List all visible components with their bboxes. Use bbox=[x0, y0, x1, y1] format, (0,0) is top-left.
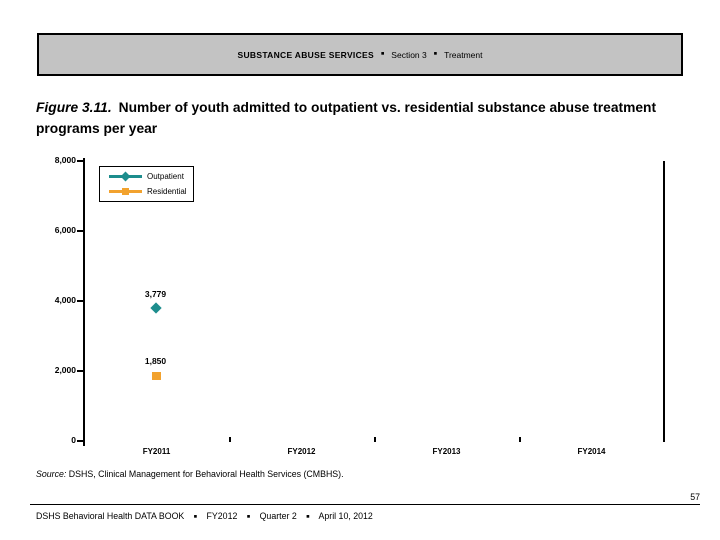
page-number: 57 bbox=[690, 492, 700, 502]
legend-diamond-icon bbox=[120, 171, 131, 182]
y-tick bbox=[77, 230, 83, 232]
legend-label: Residential bbox=[147, 187, 187, 196]
page-footer: DSHS Behavioral Health DATA BOOK ■ FY201… bbox=[36, 511, 373, 521]
y-tick-label: 4,000 bbox=[54, 295, 76, 305]
figure-title-text: Number of youth admitted to outpatient v… bbox=[36, 100, 657, 136]
bullet-icon: ■ bbox=[246, 514, 251, 520]
legend-item: Residential bbox=[109, 184, 193, 199]
y-axis-line bbox=[83, 158, 85, 446]
x-tick bbox=[229, 437, 231, 442]
data-point-label: 1,850 bbox=[144, 356, 167, 367]
x-axis-label: FY2014 bbox=[577, 447, 606, 456]
header-title: SUBSTANCE ABUSE SERVICES bbox=[237, 49, 374, 60]
bullet-icon: ■ bbox=[433, 50, 438, 57]
footer-book-title: DSHS Behavioral Health DATA BOOK bbox=[36, 511, 185, 521]
figure-number: Figure 3.11. bbox=[36, 100, 112, 115]
footer-fiscal-year: FY2012 bbox=[206, 511, 238, 521]
footer-date: April 10, 2012 bbox=[318, 511, 373, 521]
y-tick bbox=[77, 160, 83, 162]
y-tick-label: 2,000 bbox=[54, 365, 76, 375]
x-axis-label: FY2012 bbox=[287, 447, 316, 456]
footer-rule bbox=[30, 504, 700, 505]
source-label: Source: bbox=[36, 469, 67, 479]
legend-square-icon bbox=[122, 187, 129, 195]
plot-right-border bbox=[663, 161, 665, 442]
y-tick-label: 0 bbox=[71, 435, 76, 445]
legend-line-icon bbox=[109, 187, 142, 195]
y-tick-label: 6,000 bbox=[54, 225, 76, 235]
y-tick bbox=[77, 300, 83, 302]
x-tick bbox=[374, 437, 376, 442]
data-point-marker bbox=[150, 302, 162, 314]
header-section: Section 3 bbox=[391, 49, 427, 60]
bullet-icon: ■ bbox=[306, 514, 310, 520]
x-axis-label: FY2011 bbox=[142, 447, 171, 456]
source-note: Source: DSHS, Clinical Management for Be… bbox=[36, 469, 344, 479]
data-point-label: 3,779 bbox=[144, 288, 167, 299]
x-axis-label: FY2013 bbox=[432, 447, 461, 456]
data-point-marker bbox=[152, 371, 161, 380]
source-text: DSHS, Clinical Management for Behavioral… bbox=[68, 469, 344, 479]
legend-item: Outpatient bbox=[109, 169, 193, 184]
page-header-bar: SUBSTANCE ABUSE SERVICES ■ Section 3 ■ T… bbox=[37, 33, 683, 76]
y-tick bbox=[77, 440, 83, 442]
x-tick bbox=[519, 437, 521, 442]
legend-line-icon bbox=[109, 171, 142, 182]
legend-label: Outpatient bbox=[147, 172, 184, 181]
bullet-icon: ■ bbox=[380, 50, 385, 57]
chart-legend: Outpatient Residential bbox=[99, 166, 194, 202]
header-topic: Treatment bbox=[444, 49, 483, 60]
y-tick bbox=[77, 370, 83, 372]
y-tick-label: 8,000 bbox=[54, 155, 76, 165]
bullet-icon: ■ bbox=[193, 514, 198, 520]
footer-quarter: Quarter 2 bbox=[259, 511, 297, 521]
figure-title: Figure 3.11. Number of youth admitted to … bbox=[36, 97, 672, 139]
